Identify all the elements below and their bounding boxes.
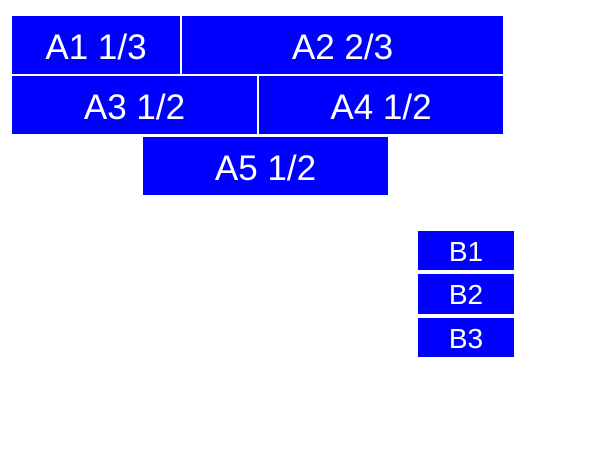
- block-b2: B2: [418, 274, 514, 314]
- block-a4: A4 1/2: [259, 76, 503, 134]
- block-a3: A3 1/2: [12, 76, 257, 134]
- block-b1: B1: [418, 231, 514, 270]
- block-a2: A2 2/3: [182, 16, 503, 74]
- block-a5: A5 1/2: [143, 137, 388, 195]
- block-b3: B3: [418, 318, 514, 357]
- block-a1: A1 1/3: [12, 16, 180, 74]
